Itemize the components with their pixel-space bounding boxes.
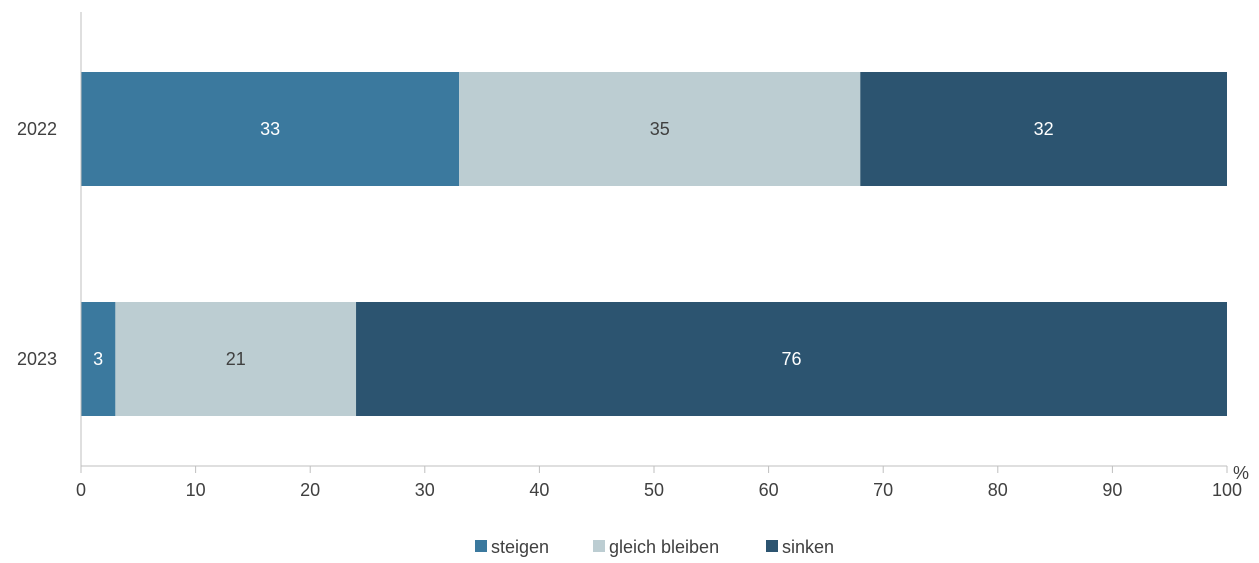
legend-swatch-steigen — [475, 540, 487, 552]
x-tick-label: 60 — [759, 480, 779, 500]
bars-layer — [81, 72, 1227, 416]
legend-swatch-sinken — [766, 540, 778, 552]
data-label-2023-sinken: 76 — [782, 349, 802, 369]
x-tick-label: 90 — [1102, 480, 1122, 500]
data-label-2023-gleich-bleiben: 21 — [226, 349, 246, 369]
category-label-2022: 2022 — [17, 119, 57, 139]
x-tick-label: 10 — [186, 480, 206, 500]
data-label-2022-sinken: 32 — [1034, 119, 1054, 139]
x-axis-ticks: 0 10 20 30 40 50 60 70 80 90 100 — [76, 466, 1242, 500]
legend: steigen gleich bleiben sinken — [475, 537, 834, 557]
legend-swatch-gleich-bleiben — [593, 540, 605, 552]
data-label-2022-gleich-bleiben: 35 — [650, 119, 670, 139]
category-label-2023: 2023 — [17, 349, 57, 369]
data-label-2023-steigen: 3 — [93, 349, 103, 369]
x-tick-label: 30 — [415, 480, 435, 500]
x-tick-label: 100 — [1212, 480, 1242, 500]
legend-label-steigen: steigen — [491, 537, 549, 557]
x-tick-label: 70 — [873, 480, 893, 500]
x-tick-label: 80 — [988, 480, 1008, 500]
data-labels-layer: 33 35 32 3 21 76 — [93, 119, 1053, 369]
legend-label-gleich-bleiben: gleich bleiben — [609, 537, 719, 557]
bar-2022-sinken — [860, 72, 1227, 186]
legend-label-sinken: sinken — [782, 537, 834, 557]
bar-2023-steigen — [81, 302, 116, 416]
bar-2022-gleich-bleiben — [459, 72, 861, 186]
x-tick-label: 20 — [300, 480, 320, 500]
bar-2023-gleich-bleiben — [115, 302, 357, 416]
x-tick-label: 0 — [76, 480, 86, 500]
x-tick-label: 50 — [644, 480, 664, 500]
bar-2022-steigen — [81, 72, 460, 186]
category-labels: 2022 2023 — [17, 119, 57, 369]
bar-2023-sinken — [356, 302, 1227, 416]
data-label-2022-steigen: 33 — [260, 119, 280, 139]
x-tick-label: 40 — [529, 480, 549, 500]
x-axis-unit-label: % — [1233, 463, 1249, 483]
